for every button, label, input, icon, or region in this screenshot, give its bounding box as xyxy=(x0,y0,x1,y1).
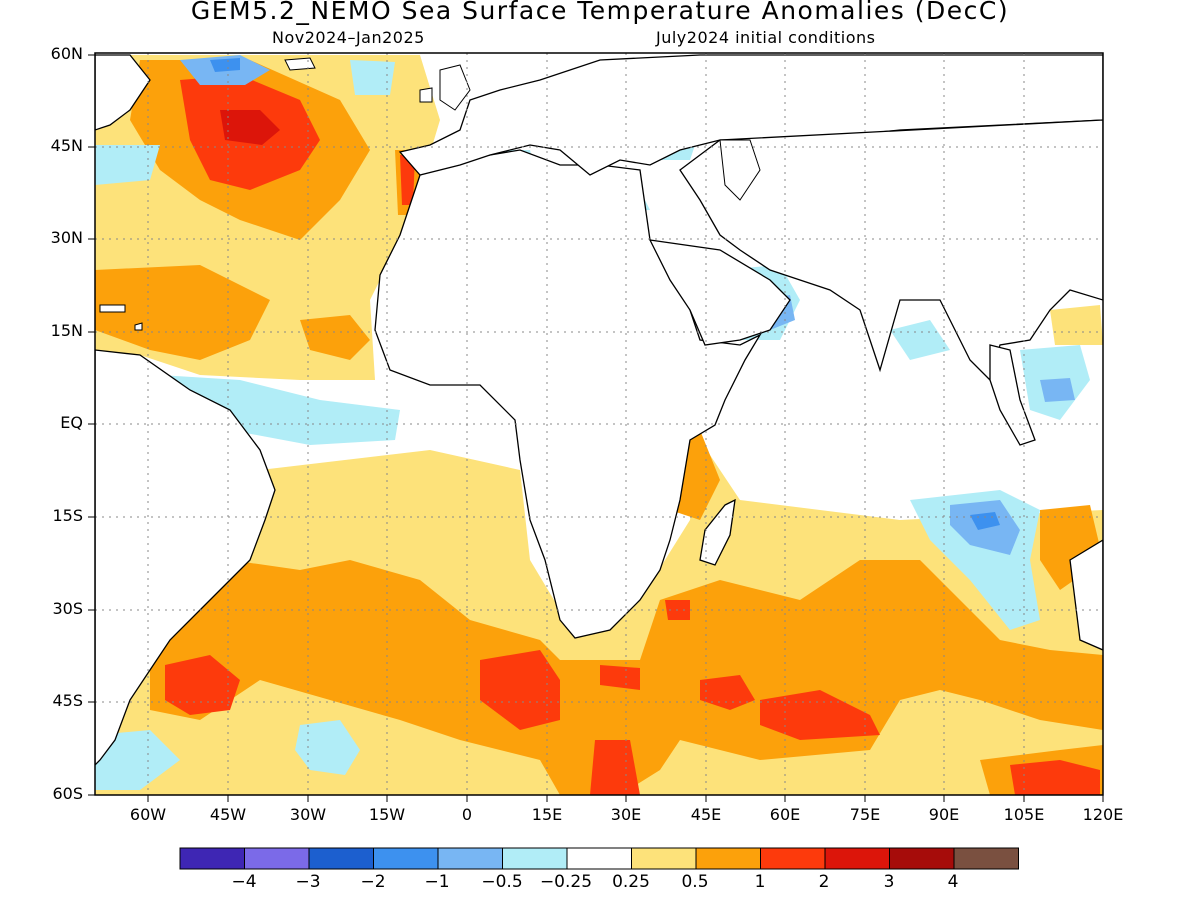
colorbar-label: −3 xyxy=(295,872,321,892)
colorbar xyxy=(179,847,1019,870)
lat-label: 30N xyxy=(50,228,83,247)
anomaly-field xyxy=(95,55,1103,795)
north-america-edge xyxy=(95,54,151,131)
caspian-sea xyxy=(719,139,761,201)
lon-label: 45E xyxy=(690,805,722,824)
lon-label: 60W xyxy=(129,805,167,824)
colorbar-swatch xyxy=(244,847,310,870)
colorbar-swatch xyxy=(631,847,697,870)
lat-label: 45S xyxy=(52,691,83,710)
lon-label: 75E xyxy=(849,805,881,824)
lon-label: 15E xyxy=(531,805,563,824)
lon-label: 60E xyxy=(769,805,801,824)
lat-label: EQ xyxy=(60,413,83,432)
colorbar-swatch xyxy=(308,847,374,870)
colorbar-label: 2 xyxy=(818,872,830,892)
lat-label: 60N xyxy=(50,44,83,63)
map-title: GEM5.2_NEMO Sea Surface Temperature Anom… xyxy=(190,0,1010,25)
lon-label: 120E xyxy=(1082,805,1124,824)
colorbar-swatch xyxy=(373,847,439,870)
lat-label: 45N xyxy=(50,136,83,155)
asia-landmass xyxy=(679,119,1103,382)
colorbar-label: 3 xyxy=(883,872,895,892)
coastlines xyxy=(95,54,1103,766)
lon-label: 45W xyxy=(209,805,247,824)
colorbar-swatch xyxy=(502,847,568,870)
arabian-peninsula xyxy=(648,239,791,346)
colorbar-label: −1 xyxy=(424,872,450,892)
lon-label: 0 xyxy=(461,805,473,824)
colorbar-swatch xyxy=(824,847,890,870)
lon-label: 30E xyxy=(610,805,642,824)
axis-ticks xyxy=(88,54,1104,802)
colorbar-swatch xyxy=(179,847,245,870)
colorbar-swatch xyxy=(889,847,955,870)
colorbar-swatch xyxy=(437,847,503,870)
lat-label: 60S xyxy=(52,784,83,803)
colorbar-label: 0.5 xyxy=(681,872,709,892)
lat-label: 30S xyxy=(52,599,83,618)
colorbar-label: 1 xyxy=(754,872,766,892)
colorbar-label: −4 xyxy=(231,872,257,892)
colorbar-label: 0.25 xyxy=(612,872,650,892)
british-isles xyxy=(419,64,471,111)
lon-label: 105E xyxy=(1003,805,1045,824)
madagascar xyxy=(699,498,736,566)
colorbar-label: −0.5 xyxy=(481,872,523,892)
south-america-landmass xyxy=(95,349,276,766)
colorbar-label: 4 xyxy=(947,872,959,892)
lat-label: 15S xyxy=(52,506,83,525)
africa-landmass xyxy=(374,149,762,639)
initial-conditions: July2024 initial conditions xyxy=(656,28,876,47)
colorbar-label: −0.25 xyxy=(539,872,593,892)
iceland xyxy=(284,57,316,71)
colorbar-label: −2 xyxy=(360,872,386,892)
lon-label: 15W xyxy=(368,805,406,824)
colorbar-swatch xyxy=(566,847,632,870)
forecast-period: Nov2024–Jan2025 xyxy=(272,28,425,47)
lat-label: 15N xyxy=(50,321,83,340)
lon-label: 90E xyxy=(928,805,960,824)
colorbar-swatch xyxy=(760,847,826,870)
caribbean-islands xyxy=(99,304,143,331)
australia-corner xyxy=(1069,539,1103,651)
se-asia-peninsula xyxy=(989,344,1036,446)
lon-label: 30W xyxy=(289,805,327,824)
anomaly-dark-red-areas xyxy=(220,110,280,145)
colorbar-swatch xyxy=(953,847,1019,870)
map-gridlines xyxy=(95,53,1103,795)
colorbar-swatch xyxy=(695,847,761,870)
